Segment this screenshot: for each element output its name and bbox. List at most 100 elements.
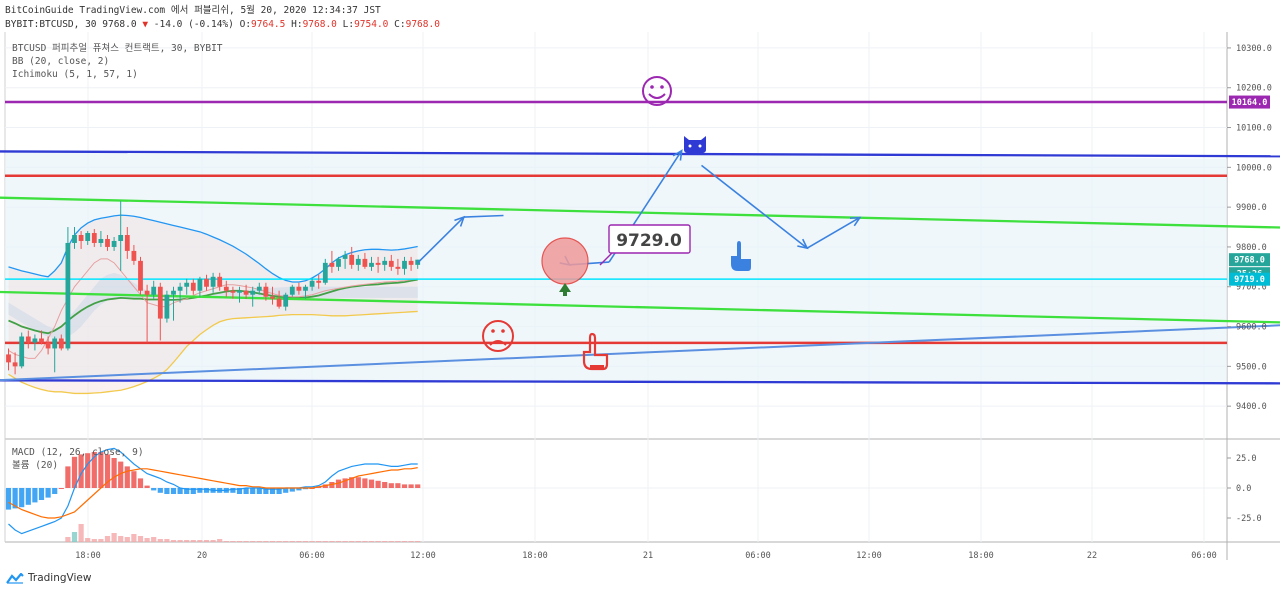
candle-body xyxy=(151,286,157,295)
price-callout-box xyxy=(608,224,691,254)
candle-body xyxy=(223,286,229,291)
candle-body xyxy=(78,235,84,241)
bb-fill xyxy=(8,215,418,394)
macd-histogram-bar xyxy=(52,488,58,494)
volume-bar xyxy=(190,540,196,542)
macd-histogram-bar xyxy=(58,488,64,489)
candle-body xyxy=(355,258,361,265)
price-tick-label: 10100.0 xyxy=(1236,124,1272,134)
candle-body xyxy=(52,338,58,349)
bb-legend[interactable]: BB (20, close, 2) xyxy=(12,56,110,67)
macd-histogram-bar xyxy=(349,477,355,488)
candle-body xyxy=(369,262,374,267)
macd-histogram-bar xyxy=(104,454,111,488)
volume-bar xyxy=(375,541,381,542)
macd-histogram-bar xyxy=(415,484,421,488)
candle-body xyxy=(395,266,401,269)
sad-eye-left xyxy=(491,329,495,333)
macd-histogram-bar xyxy=(190,488,196,494)
macd-histogram-bar xyxy=(263,488,269,494)
bb-upper-line xyxy=(8,214,418,283)
volume-bar xyxy=(362,541,368,542)
candle-body xyxy=(382,260,388,265)
macd-histogram-bar xyxy=(276,488,282,494)
macd-histogram-bar xyxy=(355,477,361,488)
candle-body xyxy=(329,262,335,267)
macd-histogram-bar xyxy=(184,488,190,494)
cat-eye-right xyxy=(698,144,702,148)
volume-bar xyxy=(65,537,71,542)
candle-body xyxy=(177,286,183,291)
time-axis[interactable]: 18:00 20 06:00 12:00 18:00 21 06:00 12:00 18:00 2… xyxy=(75,551,1217,561)
macd-histogram-bar xyxy=(250,488,256,494)
volume-bar xyxy=(104,536,111,542)
candle-body xyxy=(58,338,64,349)
volume-bar xyxy=(395,541,401,542)
macd-histogram-bar xyxy=(362,478,368,488)
volume-bar xyxy=(388,541,394,542)
volume-bar xyxy=(269,541,276,542)
candle-body xyxy=(296,286,302,291)
candle-body xyxy=(25,336,31,343)
ohlc-header: BYBIT:BTCUSD, 30 9768.0 ▼ -14.0 (-0.14%)… xyxy=(5,19,440,30)
time-tick-label: 18:00 xyxy=(968,551,994,561)
volume-bar xyxy=(137,536,144,542)
price-tick-label: 9400.0 xyxy=(1236,402,1267,412)
trend-line-blue-0 xyxy=(0,150,1280,158)
volume-bar xyxy=(401,541,408,542)
volume-bar xyxy=(335,541,342,542)
time-tick-label: 18:00 xyxy=(75,551,101,561)
time-tick-label: 06:00 xyxy=(299,551,325,561)
candle-body xyxy=(124,235,130,251)
projection-segment xyxy=(417,216,465,264)
macd-histogram-bar xyxy=(177,488,183,494)
volume-legend[interactable]: 볼륨 (20) xyxy=(12,460,59,471)
ichimoku-legend[interactable]: Ichimoku (5, 1, 57, 1) xyxy=(12,69,138,80)
smiley-eye-right xyxy=(660,85,664,89)
price-tag-box xyxy=(1229,95,1270,109)
tradingview-logo[interactable]: TradingView xyxy=(6,572,91,584)
macd-legend[interactable]: MACD (12, 26, close, 9) xyxy=(12,447,144,458)
macd-histogram-bar xyxy=(124,466,130,488)
volume-bar xyxy=(217,539,223,542)
volume-bar xyxy=(256,541,262,542)
price-tag-box xyxy=(1229,253,1270,267)
candle-body xyxy=(39,338,44,343)
volume-bar xyxy=(415,541,421,542)
candle-body xyxy=(256,286,262,291)
volume-bar xyxy=(243,541,249,542)
time-tick-label: 06:00 xyxy=(1191,551,1217,561)
volume-bar xyxy=(289,541,295,542)
macd-pane: 25.0 0.0 -25.0 xyxy=(5,447,1262,542)
volume-bar xyxy=(342,541,348,542)
candle-body xyxy=(164,294,170,319)
price-callout-label: 9729.0 xyxy=(616,231,682,251)
macd-histogram-bar xyxy=(137,478,144,488)
candle-body xyxy=(171,290,176,295)
bb-lower-line xyxy=(8,310,418,395)
macd-histogram-bar xyxy=(256,488,262,494)
annotation-icons[interactable]: 9729.0 xyxy=(482,76,751,371)
macd-histogram-bar xyxy=(395,483,401,488)
macd-histogram-bar xyxy=(19,488,25,508)
volume-bar xyxy=(144,538,150,542)
symbol: BYBIT:BTCUSD, 30 xyxy=(5,19,97,30)
signal-line xyxy=(8,467,418,519)
series-title[interactable]: BTCUSD 퍼피추얼 퓨쳐스 컨트랙트, 30, BYBIT xyxy=(12,43,223,54)
macd-tick-label: 0.0 xyxy=(1236,484,1251,494)
macd-histogram-bar xyxy=(38,488,45,500)
price-tick-label: 9600.0 xyxy=(1236,323,1267,333)
volume-bar xyxy=(177,540,183,542)
macd-histogram-bar xyxy=(151,488,157,491)
smiley-eye-left xyxy=(650,85,654,89)
volume-bar xyxy=(71,532,78,542)
volume-bar xyxy=(164,539,170,542)
trend-lines[interactable] xyxy=(0,150,1280,385)
macd-histogram-bar xyxy=(283,488,289,493)
price-axis[interactable]: 10300.0 10200.0 10100.0 10000.0 9900.0 9800.0… xyxy=(1227,44,1272,412)
candle-body xyxy=(336,258,341,267)
brand-name: TradingView xyxy=(28,572,92,584)
last-price: 9768.0 xyxy=(102,19,137,30)
